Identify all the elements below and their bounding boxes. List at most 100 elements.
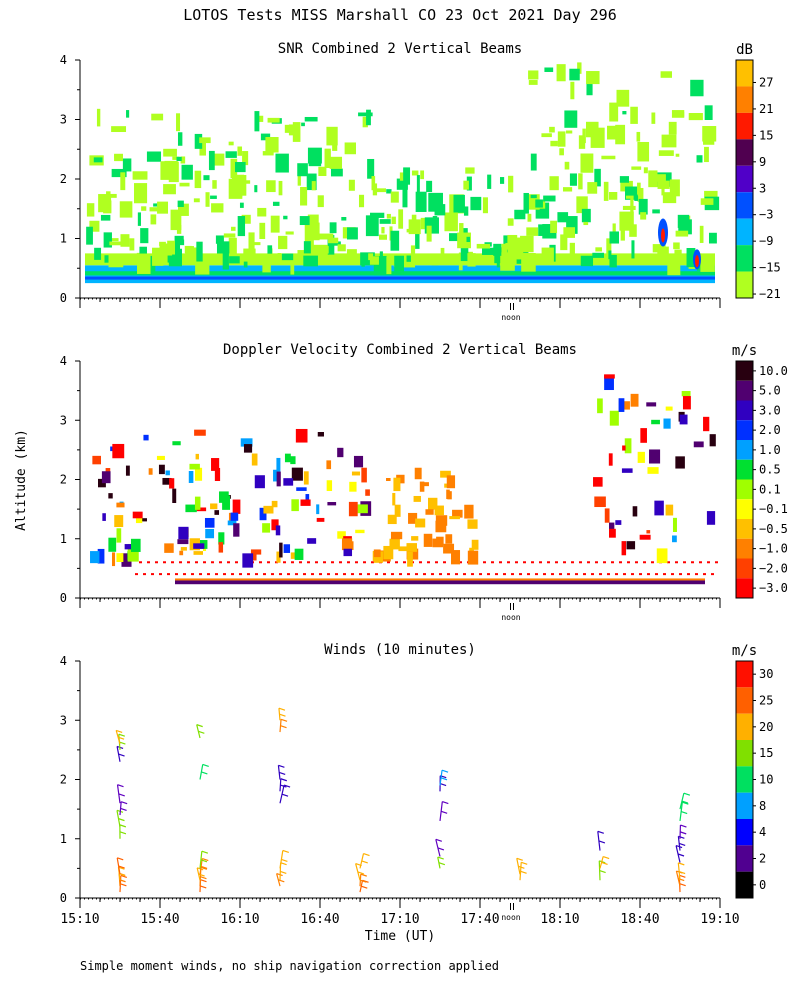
dop-cell <box>233 523 240 537</box>
dop-clutter-dot <box>627 561 630 564</box>
dop-cell <box>665 504 674 516</box>
wind-barb-flag <box>279 713 286 717</box>
wind-barb-flag <box>602 855 610 860</box>
dop-clutter-dot <box>355 561 358 564</box>
snr-cell <box>288 124 294 136</box>
snr-cell <box>299 216 310 226</box>
snr-cell <box>159 243 173 256</box>
colorbar-label: 21 <box>759 102 773 116</box>
dop-clutter-dot <box>303 573 306 576</box>
snr-cell <box>662 192 677 204</box>
dop-cell <box>291 467 303 481</box>
dop-clutter-dot <box>375 573 378 576</box>
snr-cell <box>199 137 211 144</box>
dop-cell <box>604 374 615 379</box>
dop-cell <box>112 552 116 567</box>
colorbar-label: 10 <box>759 773 773 787</box>
dop-clutter-dot <box>587 561 590 564</box>
colorbar-label: −3 <box>759 208 773 222</box>
colorbar-swatch <box>736 479 753 500</box>
snr-cell <box>620 180 633 192</box>
dop-cell <box>646 530 651 534</box>
snr-cell <box>259 222 266 240</box>
snr-cell <box>576 196 588 214</box>
wind-barb <box>519 862 522 881</box>
snr-cell <box>391 216 396 225</box>
dop-cell <box>647 467 659 474</box>
snr-cell <box>228 141 234 146</box>
snr-cell <box>426 225 432 242</box>
dop-clutter-dot <box>511 573 514 576</box>
dop-cell <box>413 495 421 502</box>
dop-clutter-dot <box>455 573 458 576</box>
dop-cell <box>262 523 271 533</box>
colorbar-label: 15 <box>759 128 773 142</box>
wind-barb-flag <box>521 861 528 865</box>
dop-cell <box>284 453 291 463</box>
y-tick-label: 2 <box>60 172 67 186</box>
snr-cell <box>466 236 471 243</box>
dop-cell <box>435 515 448 526</box>
dop-cell <box>415 518 426 528</box>
dop-clutter-dot <box>423 573 426 576</box>
colorbar-label: 25 <box>759 694 773 708</box>
colorbar-swatch <box>736 578 753 598</box>
dop-cell <box>337 531 346 539</box>
dop-cell <box>273 469 278 482</box>
colorbar-frame <box>735 59 754 299</box>
dop-cell <box>646 402 657 407</box>
wind-barb-flag <box>279 771 286 775</box>
snr-cell <box>199 253 213 260</box>
colorbar-swatch <box>736 661 753 688</box>
snr-cell <box>595 247 602 252</box>
wind-barb-flag <box>278 764 285 768</box>
snr-cell <box>667 254 681 276</box>
dop-cell <box>232 499 241 514</box>
snr-cell <box>129 238 135 251</box>
dop-cell <box>132 511 143 519</box>
dop-cell <box>194 429 206 436</box>
y-tick-label: 3 <box>60 113 67 127</box>
dop-clutter-dot <box>479 573 482 576</box>
wind-barb-flag <box>278 879 285 883</box>
snr-cell <box>566 130 573 134</box>
dop-cell <box>279 542 283 558</box>
snr-cell <box>378 234 388 240</box>
snr-cell <box>306 173 317 191</box>
snr-cell <box>476 243 491 249</box>
snr-cell <box>303 241 311 254</box>
snr-cell <box>371 176 376 191</box>
colorbar-label: 3 <box>759 181 766 195</box>
dop-clutter-dot <box>551 573 554 576</box>
panel-1: 0 1 2 3 4 noon SNR Combined 2 Vertical Beams dB… <box>60 41 781 322</box>
dop-cell <box>97 548 105 564</box>
snr-cell <box>704 105 713 120</box>
dop-cell <box>428 497 438 510</box>
snr-cell <box>609 102 619 122</box>
dop-clutter-dot <box>283 561 286 564</box>
dop-clutter-dot <box>359 573 362 576</box>
snr-cell <box>152 248 162 263</box>
dop-clutter-dot <box>567 573 570 576</box>
dop-clutter-dot <box>147 561 150 564</box>
dop-cell <box>135 516 143 524</box>
snr-cell <box>514 209 526 220</box>
dop-cell <box>621 541 627 556</box>
dop-cell <box>618 398 625 412</box>
snr-cell <box>94 247 102 260</box>
wind-barb-flag <box>198 730 205 734</box>
dop-clutter-dot <box>287 573 290 576</box>
dop-cell <box>143 434 149 441</box>
snr-cell <box>248 232 255 252</box>
snr-cell <box>550 140 558 147</box>
snr-cell <box>699 225 704 243</box>
snr-cell <box>703 135 715 145</box>
snr-cell <box>415 191 427 212</box>
dop-cell <box>114 515 124 528</box>
snr-cell <box>386 213 391 219</box>
snr-cell <box>277 253 282 263</box>
dop-cell <box>305 494 310 505</box>
dop-cell <box>423 482 429 487</box>
dop-cell <box>672 517 677 532</box>
snr-cell <box>590 127 605 148</box>
